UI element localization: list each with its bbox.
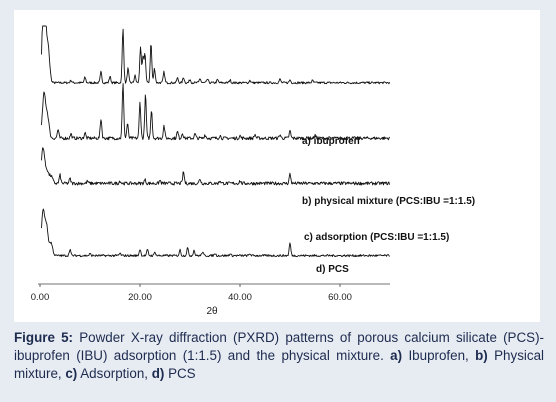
series-label: b) physical mixture (PCS:IBU =1:1.5) (302, 196, 475, 207)
x-tick-label: 20.00 (128, 292, 152, 303)
figure-caption: Figure 5: Powder X-ray diffraction (PXRD… (14, 329, 544, 383)
caption-text: Powder X-ray diffraction (PXRD) patterns… (14, 330, 545, 363)
x-tick-label: 60.00 (328, 292, 352, 303)
caption-item-label: Ibuprofen, (402, 348, 476, 363)
x-tick-label: 40.00 (228, 292, 252, 303)
pxrd-chart-panel: a) ibuprofen b) physical mixture (PCS:IBU… (14, 10, 540, 322)
series-label: c) adsorption (PCS:IBU =1:1.5) (304, 232, 449, 243)
caption-item-label: PCS (164, 366, 196, 381)
pxrd-chart: a) ibuprofen b) physical mixture (PCS:IBU… (31, 25, 475, 317)
caption-item-label: Physical mixture, (14, 348, 544, 381)
series-labels-layer: a) ibuprofen b) physical mixture (PCS:IBU… (302, 136, 475, 275)
caption-item-key: d) (151, 366, 165, 381)
caption-items: a) Ibuprofen, b) Physical mixture, c) Ad… (14, 348, 544, 381)
series-label: a) ibuprofen (302, 136, 360, 147)
x-tick-label: 0.00 (31, 292, 50, 303)
x-axis-label: 2θ (206, 306, 218, 317)
series-line (41, 25, 390, 85)
caption-item-label: Adsorption, (77, 366, 152, 381)
x-axis: 0.00 20.00 40.00 60.00 (31, 283, 390, 303)
series-line (41, 208, 390, 258)
series-line (41, 147, 390, 186)
series-label: d) PCS (316, 264, 349, 275)
caption-item-key: a) (390, 348, 403, 363)
series-line (41, 83, 390, 141)
caption-item-key: b) (475, 348, 488, 363)
caption-figure-label: Figure 5: (14, 330, 74, 345)
caption-item-key: c) (65, 366, 78, 381)
curves-layer (41, 25, 390, 258)
